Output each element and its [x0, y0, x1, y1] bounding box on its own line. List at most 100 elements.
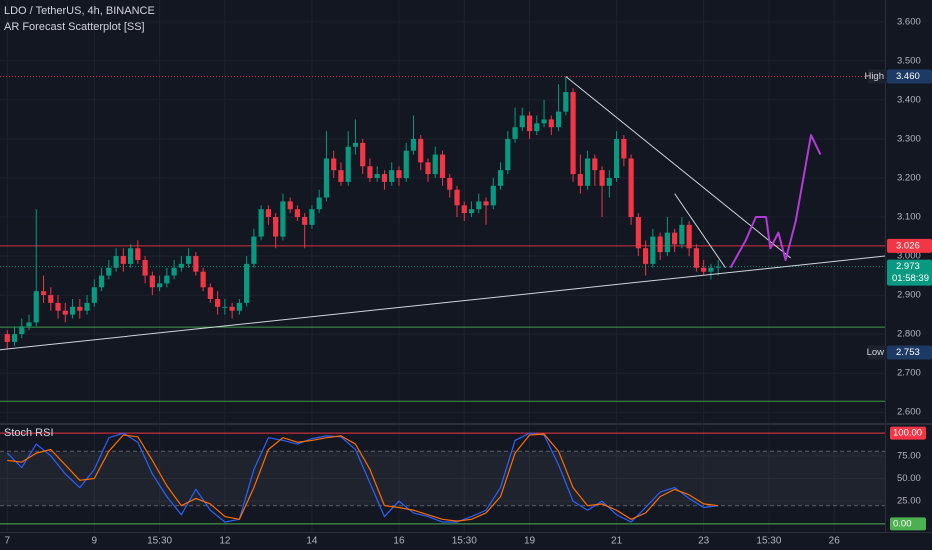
- candle-body: [541, 119, 547, 124]
- x-tick-label: 12: [219, 536, 231, 547]
- candle-body: [302, 217, 308, 225]
- candle-body: [186, 256, 192, 264]
- candle-body: [309, 209, 315, 225]
- price-tag-name: High: [864, 71, 884, 82]
- candle-body: [577, 174, 583, 186]
- candle-body: [33, 291, 39, 323]
- rsi-tick-label: 75.00: [897, 450, 921, 461]
- y-tick-label: 3.200: [897, 173, 921, 184]
- candle-body: [62, 310, 68, 315]
- price-tag-label: 3.026: [896, 240, 920, 251]
- candle-body: [55, 302, 61, 311]
- candle-body: [207, 287, 213, 299]
- rsi-pane: [0, 432, 885, 525]
- trend-line: [674, 193, 726, 269]
- rsi-tick-label: 25.00: [897, 496, 921, 507]
- candle-body: [461, 205, 467, 214]
- price-tag: [887, 345, 932, 360]
- candle-body: [664, 232, 670, 253]
- x-tick-label: 21: [611, 536, 623, 547]
- chart-title: LDO / TetherUS, 4h, BINANCE: [4, 5, 155, 17]
- candle-body: [555, 111, 562, 128]
- candle-body: [526, 115, 533, 132]
- candle-body: [534, 123, 540, 132]
- candle-body: [454, 189, 460, 206]
- candle-body: [229, 306, 235, 311]
- candle-body: [156, 283, 163, 288]
- candle-body: [345, 146, 351, 182]
- candle-body: [331, 158, 337, 171]
- candle-body: [432, 154, 438, 175]
- candle-body: [389, 170, 395, 182]
- candle-body: [178, 263, 184, 268]
- candle-body: [439, 154, 446, 178]
- candle-body: [367, 166, 373, 178]
- y-tick-label: 3.100: [897, 212, 921, 223]
- price-tag: [887, 238, 932, 253]
- candle-body: [127, 248, 134, 264]
- candle-body: [584, 158, 591, 186]
- candle-body: [592, 158, 598, 171]
- candle-body: [4, 334, 10, 342]
- candle-body: [693, 248, 699, 268]
- candle-body: [548, 119, 554, 128]
- candle-body: [447, 177, 453, 190]
- candle-body: [512, 127, 518, 139]
- candle-body: [193, 256, 199, 272]
- candle-body: [410, 138, 417, 151]
- trend-line: [0, 255, 885, 351]
- price-tag-name: Low: [867, 347, 885, 358]
- candle-body: [91, 287, 97, 303]
- rsi-tick-label: 50.00: [897, 473, 921, 484]
- candle-body: [222, 306, 228, 308]
- axes: 7 9 15:30 12 14 16 15:30 19 21 23 15:30 26 3.600 3.50…: [4, 16, 932, 547]
- candle-body: [505, 138, 511, 171]
- price-tag-label: 2.973: [896, 261, 920, 272]
- y-tick-label: 3.300: [897, 133, 921, 144]
- candle-body: [606, 177, 612, 186]
- candle-body: [650, 236, 656, 264]
- candle-body: [244, 263, 250, 303]
- candle-body: [635, 217, 641, 249]
- candle-body: [106, 267, 112, 276]
- candle-body: [483, 201, 489, 206]
- candle-body: [476, 201, 482, 210]
- x-tick-label: 14: [306, 536, 318, 547]
- rsi-tag: [890, 517, 926, 531]
- x-tick-label: 26: [829, 536, 841, 547]
- candle-body: [708, 267, 714, 272]
- rsi-title: Stoch RSI: [4, 427, 54, 439]
- price-tag: [887, 259, 932, 286]
- trend-line: [565, 76, 792, 259]
- candle-body: [374, 174, 380, 178]
- x-tick-label: 16: [393, 536, 405, 547]
- rsi-tag-label: 0.00: [893, 518, 912, 529]
- indicator-title: AR Forecast Scatterplot [SS]: [4, 21, 145, 33]
- candle-body: [98, 275, 105, 288]
- candle-body: [69, 306, 76, 315]
- candle-body: [236, 302, 242, 311]
- candle-body: [621, 138, 627, 159]
- candle-body: [381, 174, 388, 182]
- candle-body: [84, 302, 90, 311]
- x-tick-label: 7: [4, 536, 10, 547]
- forecast-line: [729, 134, 822, 269]
- candle-body: [425, 162, 431, 175]
- candle-body: [570, 92, 576, 175]
- rsi-band: [0, 451, 885, 506]
- x-tick-label: 9: [92, 536, 98, 547]
- candle-body: [19, 326, 25, 335]
- candle-body: [200, 271, 206, 288]
- candle-body: [563, 92, 569, 112]
- candle-body: [26, 322, 32, 327]
- candle-body: [352, 142, 359, 147]
- candle-body: [294, 209, 301, 218]
- rsi-tag-label: 100.00: [893, 428, 922, 439]
- candle-body: [142, 259, 148, 276]
- rsi-tag: [890, 426, 926, 440]
- candle-body: [396, 170, 402, 178]
- candle-body: [11, 334, 18, 342]
- candle-body: [149, 275, 155, 288]
- candle-body: [497, 170, 504, 186]
